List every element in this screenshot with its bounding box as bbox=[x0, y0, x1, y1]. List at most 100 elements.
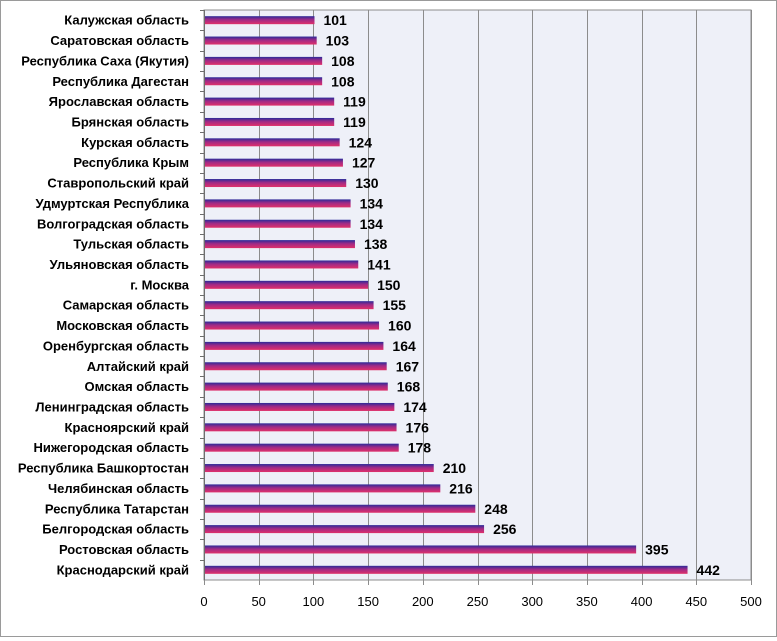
data-label: 168 bbox=[397, 379, 421, 395]
data-label: 130 bbox=[355, 175, 379, 191]
bar bbox=[205, 341, 384, 350]
x-axis-ticks: 0 50 100 150 200 250 300 350 400 450 500 bbox=[200, 580, 762, 609]
category-labels: Калужская область Саратовская область Респ… bbox=[18, 10, 204, 577]
bar bbox=[205, 301, 374, 310]
category-label: Московская область bbox=[56, 318, 189, 333]
data-label: 442 bbox=[697, 562, 721, 578]
category-label: Краснодарский край bbox=[57, 562, 189, 577]
data-label: 101 bbox=[323, 12, 347, 28]
category-label: Курская область bbox=[81, 135, 189, 150]
bar bbox=[205, 382, 388, 391]
category-label: Белгородская область bbox=[42, 522, 189, 537]
bar bbox=[205, 504, 476, 513]
data-label: 134 bbox=[360, 195, 384, 211]
bar bbox=[205, 97, 335, 106]
data-label: 155 bbox=[383, 297, 407, 313]
data-label: 395 bbox=[645, 541, 669, 557]
data-label: 174 bbox=[403, 399, 427, 415]
category-label: Калужская область bbox=[64, 13, 189, 28]
bar bbox=[205, 199, 351, 208]
category-label: Ростовская область bbox=[59, 542, 189, 557]
category-label: Волгоградская область bbox=[37, 216, 189, 231]
bar bbox=[205, 525, 485, 534]
x-tick-label: 250 bbox=[467, 594, 489, 609]
category-label: Самарская область bbox=[63, 298, 189, 313]
bar bbox=[205, 464, 434, 473]
data-label: 176 bbox=[406, 419, 430, 435]
category-label: Нижегородская область bbox=[33, 440, 189, 455]
data-label: 141 bbox=[367, 256, 391, 272]
data-label: 119 bbox=[343, 114, 366, 130]
data-label: 167 bbox=[396, 358, 420, 374]
plot-area bbox=[203, 9, 752, 581]
data-label: 160 bbox=[388, 318, 412, 334]
category-label: Саратовская область bbox=[50, 33, 189, 48]
data-label: 256 bbox=[493, 521, 517, 537]
category-label: Челябинская область bbox=[48, 481, 189, 496]
data-label: 119 bbox=[343, 94, 366, 110]
bar bbox=[205, 240, 355, 249]
category-label: Брянская область bbox=[72, 114, 189, 129]
bar bbox=[205, 443, 399, 452]
category-label: Ленинградская область bbox=[35, 399, 189, 414]
bar bbox=[205, 56, 323, 65]
bar bbox=[205, 36, 317, 45]
data-label: 138 bbox=[364, 236, 388, 252]
data-label: 210 bbox=[443, 460, 467, 476]
bar bbox=[205, 179, 347, 188]
data-label: 216 bbox=[449, 480, 473, 496]
x-tick-label: 0 bbox=[200, 594, 207, 609]
bar bbox=[205, 484, 441, 493]
bar bbox=[205, 117, 335, 126]
category-label: Республика Крым bbox=[73, 155, 189, 170]
data-label: 248 bbox=[484, 501, 508, 517]
x-tick-label: 150 bbox=[357, 594, 379, 609]
x-tick-label: 350 bbox=[576, 594, 598, 609]
category-label: Республика Башкортостан bbox=[18, 461, 189, 476]
data-label: 124 bbox=[349, 134, 373, 150]
data-label: 127 bbox=[352, 155, 376, 171]
bar bbox=[205, 402, 395, 411]
bar bbox=[205, 158, 343, 167]
data-labels: 101 103 108 108 119 119 124 127 130 134 134 138 141 1… bbox=[323, 12, 720, 578]
category-label: Ульяновская область bbox=[50, 257, 189, 272]
bar bbox=[205, 260, 359, 269]
category-label: Оренбургская область bbox=[43, 338, 189, 353]
category-label: Ярославская область bbox=[49, 94, 189, 109]
category-label: г. Москва bbox=[130, 277, 189, 292]
bar bbox=[205, 138, 340, 147]
category-label: Республика Татарстан bbox=[45, 501, 189, 516]
data-label: 178 bbox=[408, 440, 432, 456]
x-tick-label: 50 bbox=[251, 594, 265, 609]
category-label: Республика Саха (Якутия) bbox=[21, 53, 189, 68]
category-label: Красноярский край bbox=[65, 420, 189, 435]
x-tick-label: 300 bbox=[521, 594, 543, 609]
data-label: 164 bbox=[392, 338, 416, 354]
bar bbox=[205, 77, 323, 86]
data-label: 108 bbox=[331, 73, 355, 89]
bar bbox=[205, 321, 380, 330]
bar bbox=[205, 545, 637, 554]
bar bbox=[205, 16, 315, 25]
data-label: 108 bbox=[331, 53, 355, 69]
data-label: 103 bbox=[326, 33, 350, 49]
data-label: 150 bbox=[377, 277, 401, 293]
x-tick-label: 200 bbox=[412, 594, 434, 609]
category-label: Тульская область bbox=[73, 237, 189, 252]
bar bbox=[205, 219, 351, 228]
category-label: Удмуртская Республика bbox=[35, 196, 189, 211]
bar bbox=[205, 362, 387, 371]
bar bbox=[205, 280, 369, 289]
category-label: Омская область bbox=[85, 379, 189, 394]
category-label: Ставропольский край bbox=[47, 176, 189, 191]
x-tick-label: 100 bbox=[303, 594, 325, 609]
category-label: Республика Дагестан bbox=[52, 74, 189, 89]
category-label: Алтайский край bbox=[87, 359, 189, 374]
bar bbox=[205, 423, 397, 432]
x-tick-label: 450 bbox=[685, 594, 707, 609]
x-tick-label: 500 bbox=[740, 594, 762, 609]
bar bbox=[205, 565, 688, 574]
x-tick-label: 400 bbox=[631, 594, 653, 609]
